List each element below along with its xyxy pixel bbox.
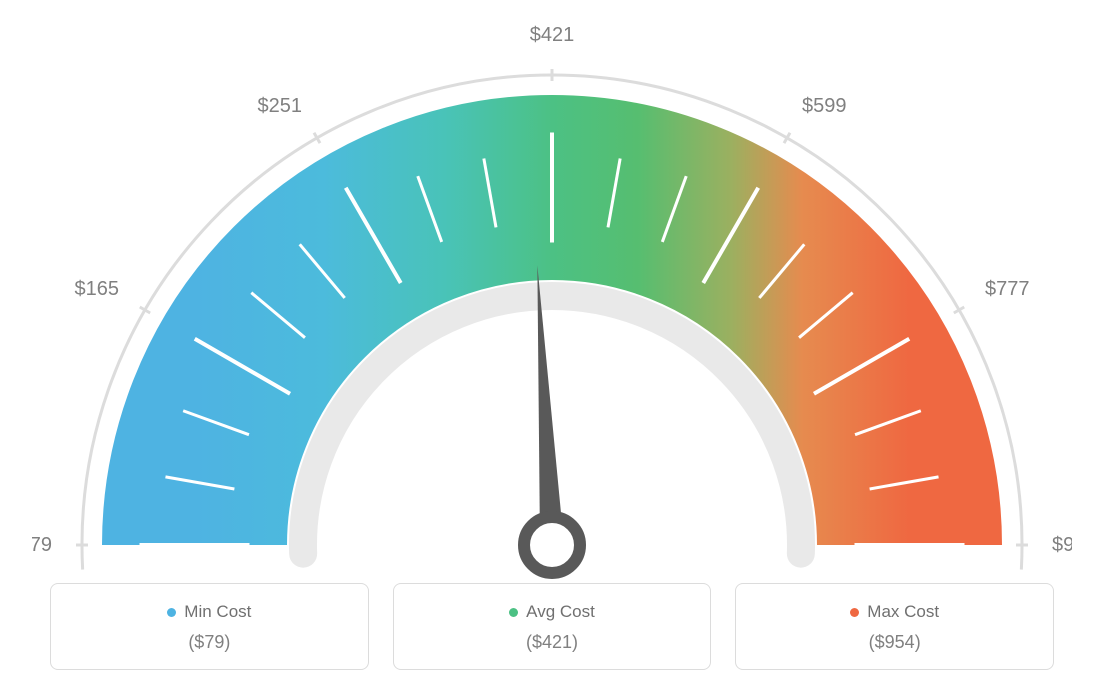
- max-cost-label: Max Cost: [756, 602, 1033, 622]
- max-cost-card: Max Cost ($954): [735, 583, 1054, 670]
- min-cost-label: Min Cost: [71, 602, 348, 622]
- svg-text:$79: $79: [32, 534, 52, 556]
- min-cost-card: Min Cost ($79): [50, 583, 369, 670]
- svg-text:$421: $421: [530, 24, 575, 46]
- min-cost-value: ($79): [71, 632, 348, 653]
- svg-text:$777: $777: [985, 278, 1030, 300]
- avg-cost-label: Avg Cost: [414, 602, 691, 622]
- gauge-svg: $79 $165 $251 $421 $599 $777 $954: [32, 20, 1072, 580]
- max-cost-value: ($954): [756, 632, 1033, 653]
- legend-cards: Min Cost ($79) Avg Cost ($421) Max Cost …: [50, 583, 1054, 670]
- cost-gauge: $79 $165 $251 $421 $599 $777 $954: [32, 20, 1072, 580]
- min-label-text: Min Cost: [184, 602, 251, 621]
- svg-text:$251: $251: [258, 95, 303, 117]
- avg-label-text: Avg Cost: [526, 602, 595, 621]
- avg-dot-icon: [509, 608, 518, 617]
- min-dot-icon: [167, 608, 176, 617]
- svg-text:$599: $599: [802, 95, 847, 117]
- svg-text:$954: $954: [1052, 534, 1072, 556]
- svg-text:$165: $165: [74, 278, 119, 300]
- avg-cost-value: ($421): [414, 632, 691, 653]
- max-label-text: Max Cost: [867, 602, 939, 621]
- avg-cost-card: Avg Cost ($421): [393, 583, 712, 670]
- max-dot-icon: [850, 608, 859, 617]
